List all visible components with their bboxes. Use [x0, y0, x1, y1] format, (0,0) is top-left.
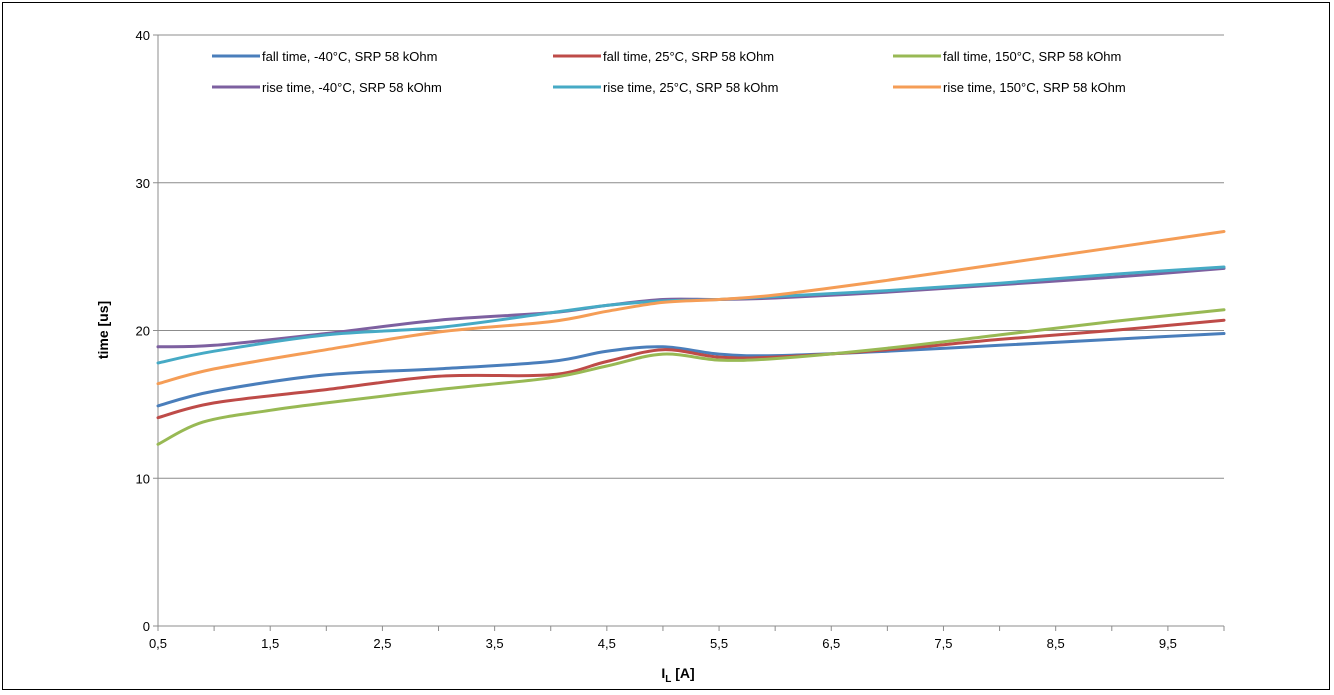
x-tick-label: 2,5: [373, 636, 391, 651]
y-tick-label: 10: [136, 471, 150, 486]
y-tick-label: 20: [136, 324, 150, 339]
axes: [153, 34, 1225, 631]
x-tick-label: 8,5: [1047, 636, 1065, 651]
x-tick-label: 1,5: [261, 636, 279, 651]
grid-lines: [158, 34, 1224, 479]
x-axis-title-subscript: L: [665, 674, 671, 685]
x-tick-label: 0,5: [149, 636, 167, 651]
x-tick-label: 7,5: [934, 636, 952, 651]
x-tick-label: 5,5: [710, 636, 728, 651]
x-tick-label: 9,5: [1159, 636, 1177, 651]
x-tick-label: 4,5: [598, 636, 616, 651]
legend-label: rise time, -40°C, SRP 58 kOhm: [262, 80, 442, 95]
series-line-2: [156, 318, 1226, 420]
x-axis-title: IL [A]: [661, 665, 694, 685]
legend-label: fall time, 150°C, SRP 58 kOhm: [943, 49, 1121, 64]
series-lines: [156, 230, 1226, 446]
y-axis-title: time [us]: [95, 301, 111, 359]
x-axis-title-unit: [A]: [671, 665, 694, 681]
legend-label: fall time, 25°C, SRP 58 kOhm: [603, 49, 774, 64]
legend: fall time, -40°C, SRP 58 kOhm fall time, …: [212, 49, 1126, 95]
y-tick-labels: 0 10 20 30 40: [136, 28, 150, 634]
x-tick-labels: 0,5 1,5 2,5 3,5 4,5 5,5 6,5 7,5 8,5 9,5: [149, 636, 1177, 651]
x-tick-label: 3,5: [486, 636, 504, 651]
series-line-6: [156, 230, 1226, 386]
legend-label: fall time, -40°C, SRP 58 kOhm: [262, 49, 437, 64]
y-tick-label: 0: [143, 619, 150, 634]
x-axis-title-main: I: [661, 665, 665, 681]
series-line-1: [156, 332, 1226, 408]
series-line-3: [156, 308, 1226, 446]
legend-label: rise time, 25°C, SRP 58 kOhm: [603, 80, 778, 95]
y-tick-label: 40: [136, 28, 150, 43]
y-tick-label: 30: [136, 176, 150, 191]
legend-label: rise time, 150°C, SRP 58 kOhm: [943, 80, 1126, 95]
x-tick-label: 6,5: [822, 636, 840, 651]
